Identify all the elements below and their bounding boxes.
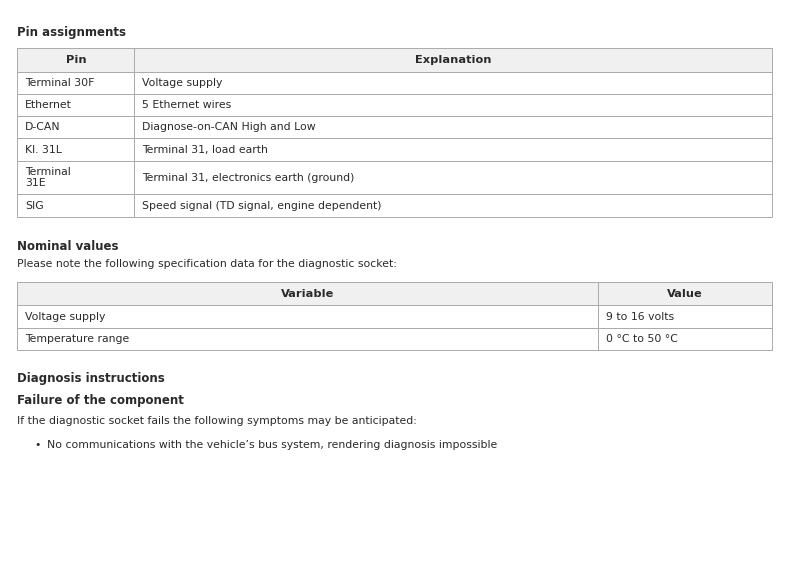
Bar: [17, 328, 598, 350]
Text: Value: Value: [667, 288, 703, 299]
Bar: [17, 305, 598, 328]
Text: Speed signal (TD signal, engine dependent): Speed signal (TD signal, engine dependen…: [142, 200, 382, 211]
Text: Pin assignments: Pin assignments: [17, 26, 126, 39]
Text: No communications with the vehicle’s bus system, rendering diagnosis impossible: No communications with the vehicle’s bus…: [47, 440, 498, 450]
Text: Terminal
31E: Terminal 31E: [25, 167, 71, 188]
Bar: [17, 72, 134, 94]
Bar: [134, 72, 772, 94]
Text: Failure of the component: Failure of the component: [17, 394, 185, 407]
Bar: [17, 194, 134, 217]
Text: SIG: SIG: [25, 200, 44, 211]
Bar: [17, 48, 134, 72]
Text: Diagnosis instructions: Diagnosis instructions: [17, 372, 165, 385]
Text: Terminal 31, electronics earth (ground): Terminal 31, electronics earth (ground): [142, 172, 354, 183]
Bar: [598, 282, 772, 305]
Text: Kl. 31L: Kl. 31L: [25, 144, 62, 155]
Text: Voltage supply: Voltage supply: [25, 311, 106, 322]
Text: Nominal values: Nominal values: [17, 240, 119, 253]
Bar: [134, 194, 772, 217]
Bar: [134, 161, 772, 194]
Text: •: •: [35, 440, 41, 450]
Bar: [598, 305, 772, 328]
Bar: [134, 48, 772, 72]
Bar: [17, 138, 134, 161]
Text: If the diagnostic socket fails the following symptoms may be anticipated:: If the diagnostic socket fails the follo…: [17, 416, 417, 426]
Text: 5 Ethernet wires: 5 Ethernet wires: [142, 100, 231, 110]
Text: 9 to 16 volts: 9 to 16 volts: [606, 311, 674, 322]
Text: Diagnose-on-CAN High and Low: Diagnose-on-CAN High and Low: [142, 122, 316, 133]
Text: Please note the following specification data for the diagnostic socket:: Please note the following specification …: [17, 259, 397, 269]
Bar: [134, 116, 772, 138]
Text: Temperature range: Temperature range: [25, 333, 129, 344]
Text: Terminal 31, load earth: Terminal 31, load earth: [142, 144, 268, 155]
Bar: [17, 116, 134, 138]
Text: Variable: Variable: [281, 288, 335, 299]
Bar: [134, 94, 772, 116]
Bar: [598, 328, 772, 350]
Text: Voltage supply: Voltage supply: [142, 78, 222, 88]
Text: D-CAN: D-CAN: [25, 122, 61, 133]
Bar: [17, 282, 598, 305]
Bar: [17, 161, 134, 194]
Bar: [17, 94, 134, 116]
Text: Terminal 30F: Terminal 30F: [25, 78, 95, 88]
Text: Ethernet: Ethernet: [25, 100, 72, 110]
Text: 0 °C to 50 °C: 0 °C to 50 °C: [606, 333, 678, 344]
Text: Pin: Pin: [65, 55, 86, 65]
Bar: [134, 138, 772, 161]
Text: Explanation: Explanation: [415, 55, 492, 65]
